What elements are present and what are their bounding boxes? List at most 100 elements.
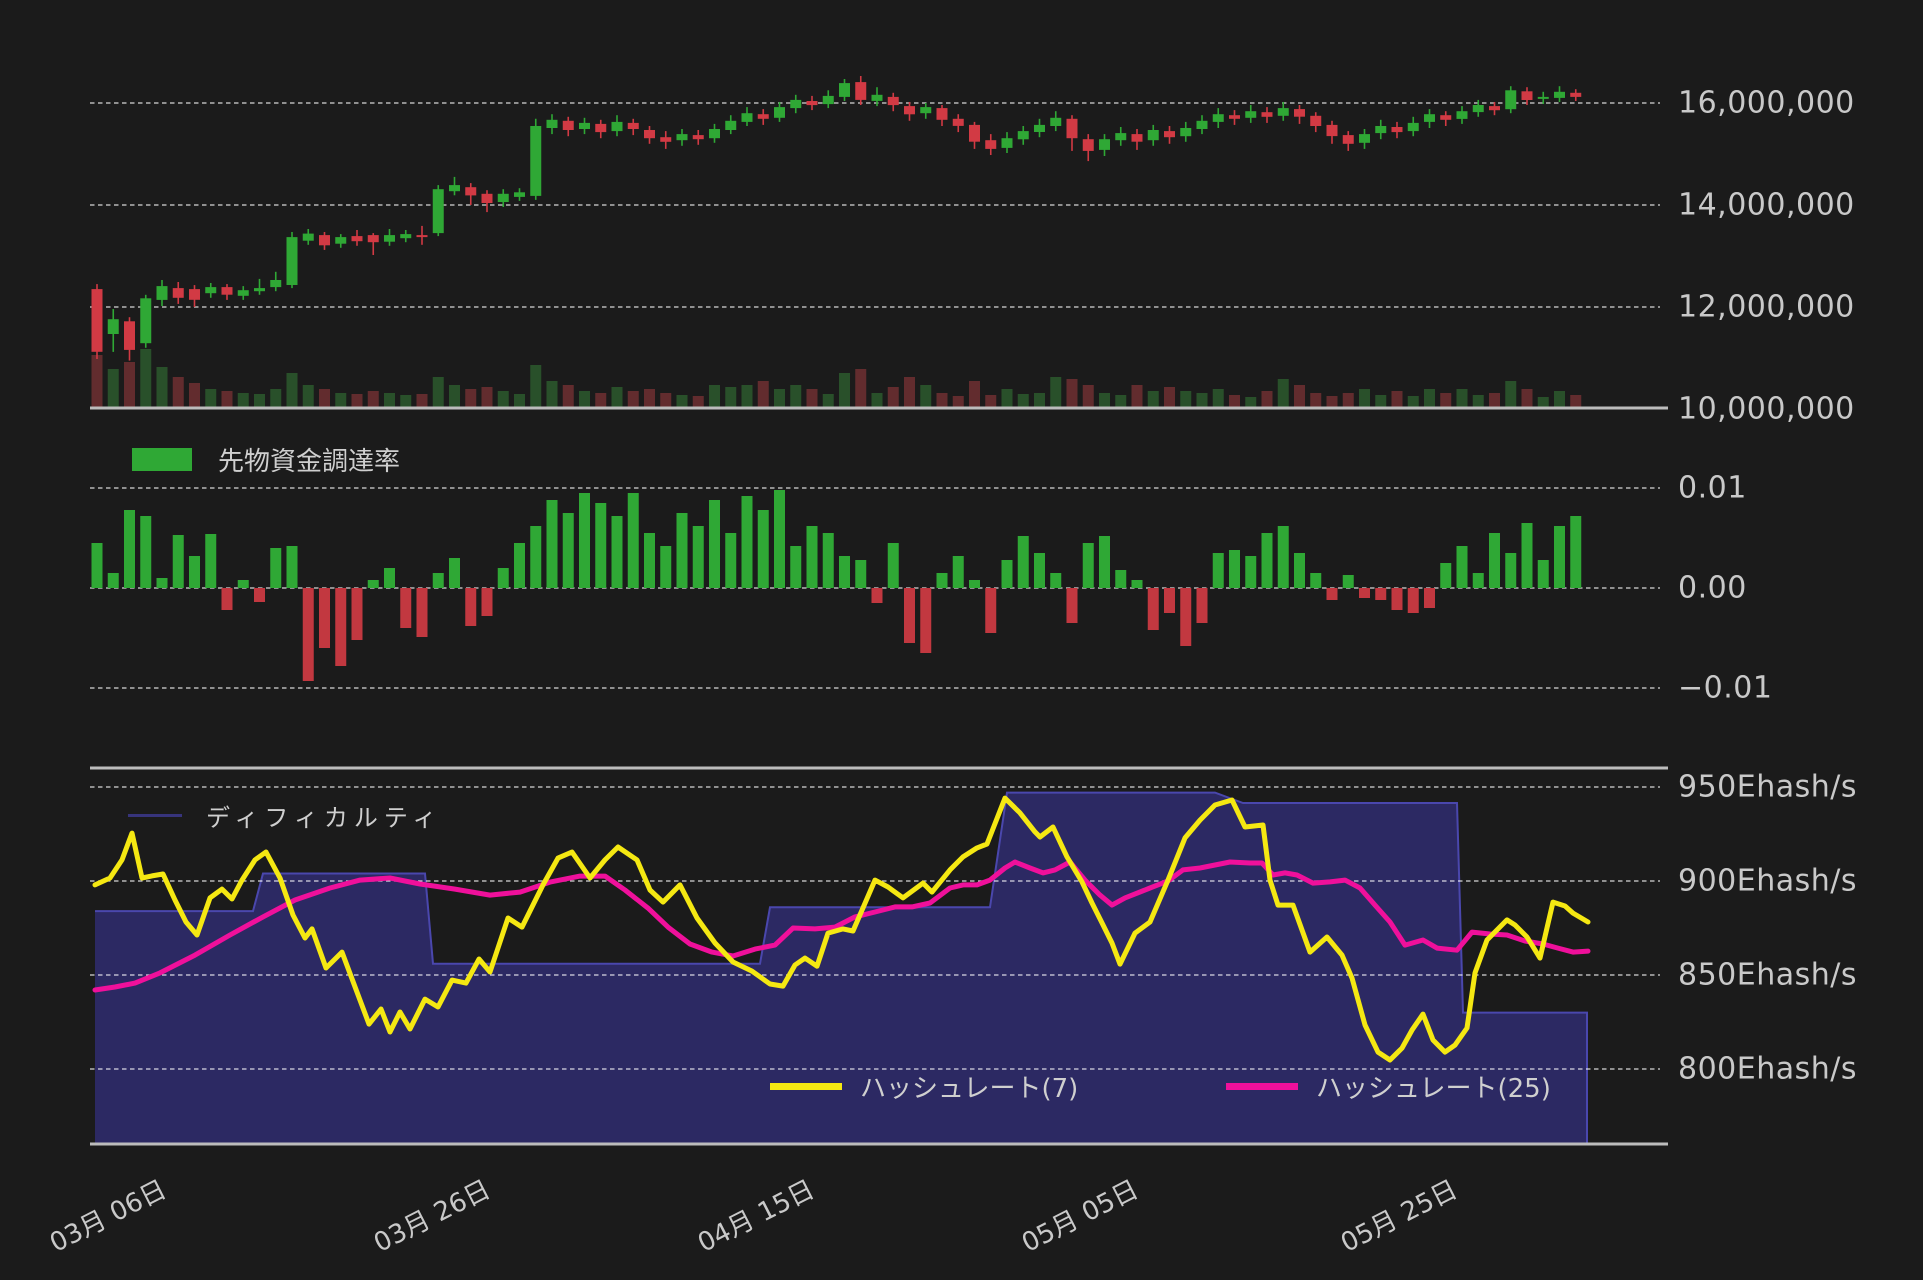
candle-body [221,287,233,295]
candle-body [839,83,850,97]
volume-bar [725,387,737,407]
volume-bar [839,373,850,407]
hashrate25-line [92,859,1591,993]
candle-body [1456,111,1468,119]
candle-body [1440,115,1452,120]
funding-rate-bar [1066,588,1078,623]
volume-bar [1342,393,1354,407]
candle-body [205,287,217,294]
funding-rate-bar [124,510,135,588]
candle-body [887,96,899,106]
candle-body [465,187,477,196]
funding-rate-bar [1034,553,1045,588]
funding-rate-bar [1164,588,1175,613]
volume-bar [627,391,639,407]
volume-bar [676,395,688,407]
funding-rate-bar [822,533,834,588]
funding-rate-bar [887,543,899,588]
volume-bar [514,394,525,407]
funding-rate-bar [400,588,412,628]
candle-body [774,107,785,118]
funding-rate-bar [254,588,265,602]
volume-bar [741,385,753,407]
funding-rate-bar [107,573,119,588]
volume-bar [1521,389,1533,407]
volume-bar [1570,395,1582,407]
candle-body [757,114,769,119]
candle-body [1537,96,1549,99]
volume-bar [1375,395,1387,407]
funding-rate-bar [757,510,769,588]
funding-rate-bar [871,588,883,603]
candle-body [237,290,249,296]
volume-bar [91,355,103,407]
volume-bar [1537,397,1549,407]
candle-body [140,298,152,344]
funding-rate-bar [952,556,964,588]
funding-rate-bar [839,556,850,588]
candle-body [1147,130,1159,141]
funding-rate-bar [449,558,460,588]
funding-rate-bar [1115,570,1127,588]
volume-bar [1424,389,1435,407]
funding-rate-bar [774,490,785,588]
volume-bar [660,393,672,407]
candle-body [1342,135,1354,144]
candle-body [432,189,444,234]
funding-rate-bar [286,546,298,588]
hashrate-axis-label-1: 900Ehash/s [1678,863,1857,899]
funding-rate-bar [1277,526,1289,588]
volume-bar [611,387,623,407]
candle-body [1554,91,1565,98]
volume-bar [985,395,997,407]
candle-body [676,134,688,141]
candle-body [855,82,867,100]
candle-body [1164,131,1175,138]
funding-rate-bar [1099,536,1110,588]
volume-bar [497,391,509,407]
candle-body [725,120,737,130]
funding-rate-bar [1310,573,1322,588]
candle-body [416,235,428,238]
volume-bar [1310,393,1322,407]
candle-body [1521,91,1533,100]
volume-bar [1277,379,1289,407]
volume-bar [887,387,899,407]
candle-body [709,129,720,139]
volume-bar [1147,391,1159,407]
hashrate7-swatch [770,1083,842,1090]
candle-body [936,108,948,120]
hashrate25-legend-label: ハッシュレート(25) [1316,1074,1551,1104]
funding-rate-legend: 先物資金調達率 [132,441,400,478]
candle-body [335,237,347,244]
volume-bar [302,385,314,407]
candle-body [660,137,672,142]
funding-axis-label-2: −0.01 [1678,670,1773,706]
funding-rate-bar [221,588,233,610]
funding-rate-bar [1212,553,1224,588]
hashrate-axis-label-2: 850Ehash/s [1678,957,1857,993]
price-axis-label-2: 12,000,000 [1678,289,1855,325]
volume-bar [1489,393,1500,407]
hashrate25-swatch [1226,1083,1298,1090]
funding-axis-label-1: 0.00 [1678,570,1747,606]
candle-body [1066,118,1078,139]
candle-body [871,94,883,101]
difficulty-legend-label: ディフィカルティ [206,804,443,832]
volume-bar [806,389,818,407]
volume-bar [449,385,460,407]
candle-body [1375,126,1387,134]
candle-body [1099,139,1110,150]
volume-bar [579,391,590,407]
candle-body [1326,124,1338,137]
volume-bar [1472,395,1484,407]
funding-rate-bar [855,560,867,588]
volume-bar [644,389,655,407]
funding-rate-bar [611,516,623,588]
volume-bar [1554,391,1565,407]
price-axis-label-0: 16,000,000 [1678,85,1855,121]
volume-bar [1066,379,1078,407]
candle-body [790,99,802,109]
volume-bar [822,394,834,407]
